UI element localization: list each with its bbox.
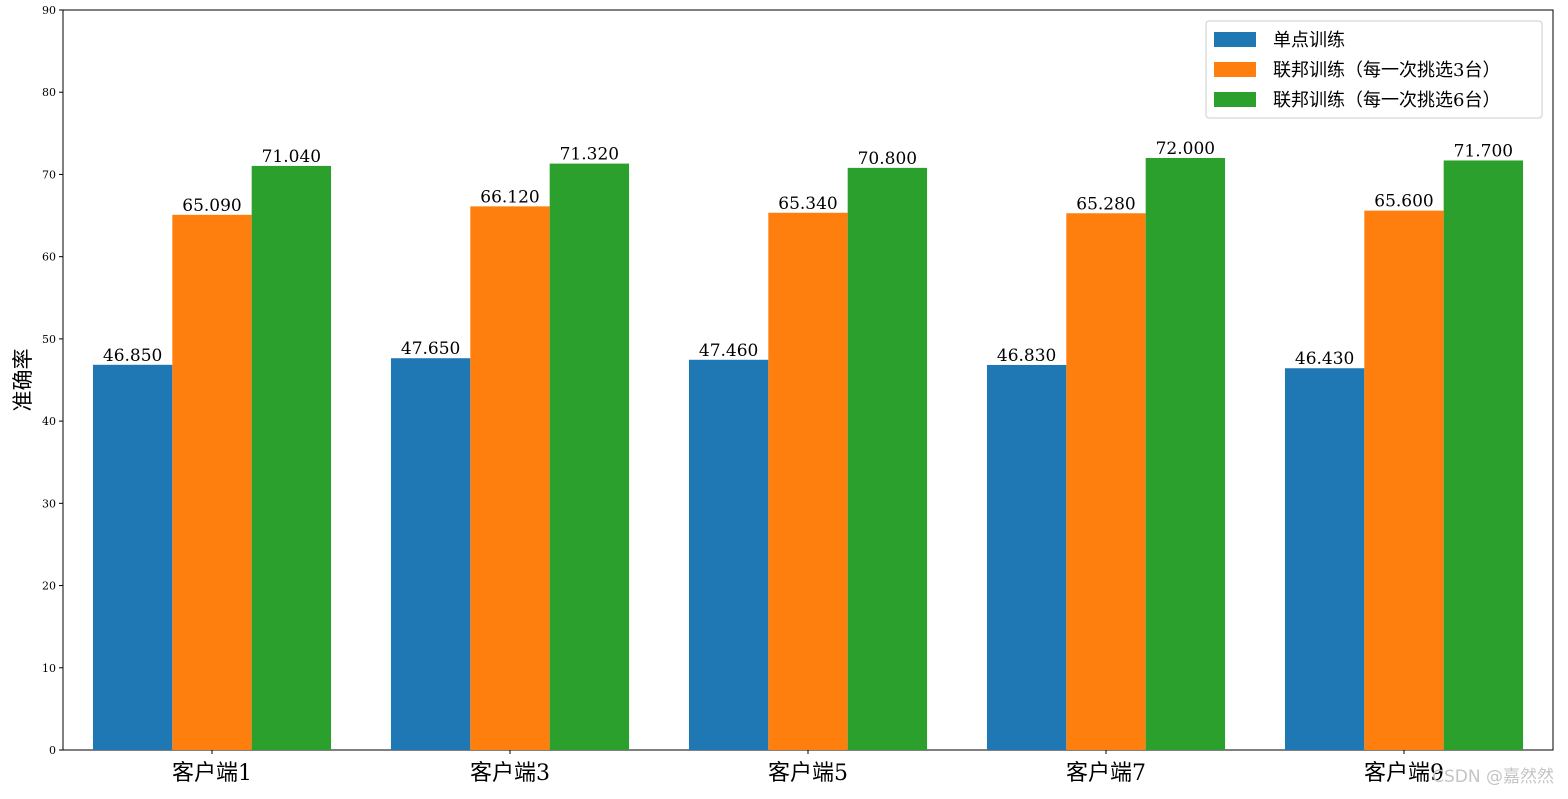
bar [470, 206, 550, 750]
legend-swatch [1214, 62, 1256, 77]
bar-value-label: 65.280 [1076, 194, 1135, 214]
y-tick-label: 30 [42, 497, 56, 510]
x-tick-label: 客户端7 [1066, 761, 1146, 786]
x-tick-label: 客户端5 [768, 761, 848, 786]
bar [549, 163, 630, 750]
bar [172, 214, 252, 750]
y-tick-label: 40 [42, 415, 56, 428]
bar-value-label: 72.000 [1156, 139, 1215, 159]
y-tick-label: 10 [42, 662, 56, 675]
bar-value-label: 46.850 [103, 346, 162, 366]
x-tick-label: 客户端9 [1364, 761, 1444, 786]
bar [847, 167, 928, 750]
y-tick-label: 50 [42, 333, 56, 346]
bar [251, 165, 332, 751]
y-tick-label: 20 [42, 580, 56, 593]
bar-value-label: 46.430 [1295, 349, 1354, 369]
x-tick-label: 客户端3 [470, 761, 550, 786]
bar-value-label: 71.320 [560, 145, 619, 165]
y-tick-label: 90 [42, 4, 56, 17]
bar-value-label: 66.120 [480, 187, 539, 207]
bar-value-label: 71.040 [262, 147, 321, 167]
legend-label: 联邦训练（每一次挑选6台） [1273, 90, 1500, 111]
bar-value-label: 65.600 [1374, 192, 1433, 212]
y-tick-label: 70 [42, 168, 56, 181]
bar [986, 364, 1067, 750]
bar [768, 212, 848, 750]
bar-value-label: 47.650 [401, 339, 460, 359]
bar [1364, 210, 1444, 751]
bar-value-label: 47.460 [699, 341, 758, 361]
bar [688, 359, 769, 750]
y-tick-label: 80 [42, 86, 56, 99]
bar [390, 358, 471, 750]
bar-value-label: 46.830 [997, 346, 1056, 366]
watermark: CSDN @嘉然然 [1432, 767, 1554, 787]
y-tick-label: 0 [49, 744, 56, 757]
bar [1145, 158, 1226, 750]
y-tick-label: 60 [42, 251, 56, 264]
legend-swatch [1214, 32, 1256, 47]
y-axis-label: 准确率 [11, 349, 35, 412]
legend-box [1205, 20, 1543, 119]
bar [92, 364, 173, 750]
bar [1066, 213, 1146, 751]
bar-value-label: 65.340 [778, 194, 837, 214]
bar [1284, 368, 1365, 750]
bar-value-label: 65.090 [182, 196, 241, 216]
legend-label: 单点训练 [1273, 30, 1345, 51]
x-tick-label: 客户端1 [172, 761, 252, 786]
bar-value-label: 71.700 [1454, 141, 1513, 161]
legend-swatch [1214, 92, 1256, 107]
bar [1443, 160, 1524, 750]
bar-value-label: 70.800 [858, 149, 917, 169]
legend-label: 联邦训练（每一次挑选3台） [1273, 60, 1500, 81]
